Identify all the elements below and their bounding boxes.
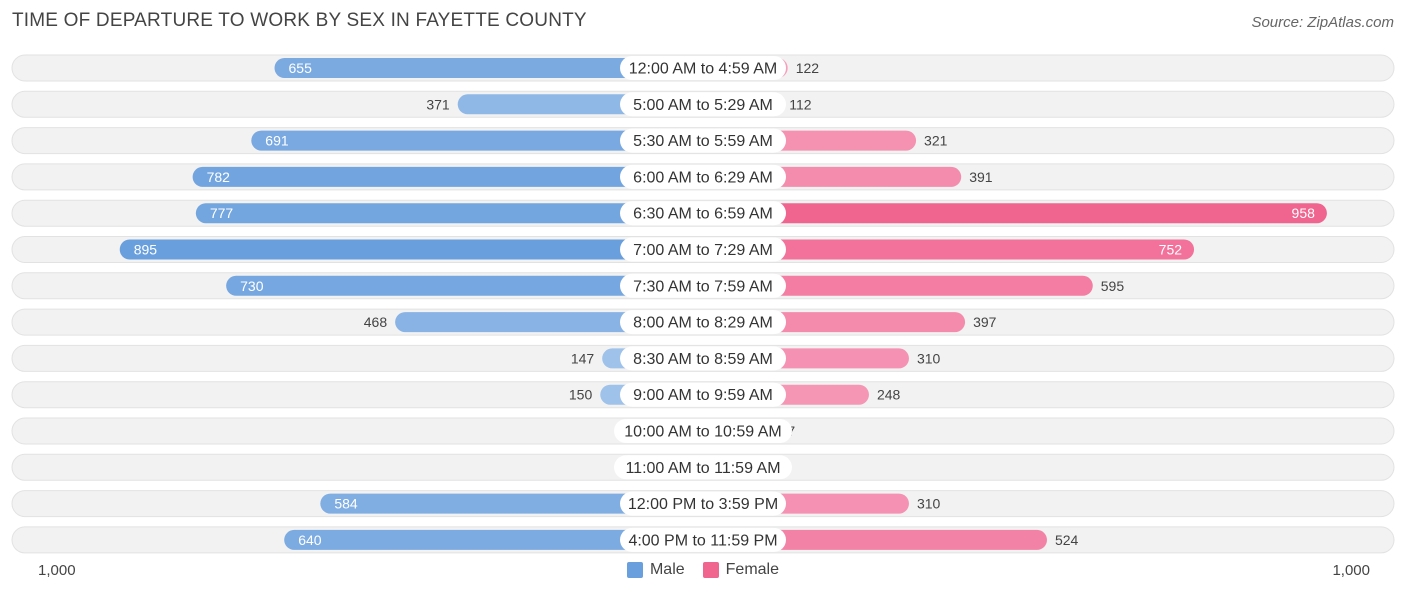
category-label: 11:00 AM to 11:59 AM [625,460,780,477]
category-pill [620,273,786,298]
category-label: 8:00 AM to 8:29 AM [633,315,773,332]
legend-item-male[interactable]: Male [626,561,685,579]
male-value-label: 584 [334,496,358,512]
male-value-label: 640 [298,532,322,548]
female-value-label: 122 [796,60,820,76]
legend-male-label: Male [649,561,685,578]
category-pill [620,346,786,371]
male-value-label: 895 [134,242,158,258]
category-label: 6:30 AM to 6:59 AM [633,206,773,223]
category-label: 4:00 PM to 11:59 PM [628,532,777,549]
male-bar [226,275,703,296]
chart-svg: 655 122 12:00 AM to 4:59 AM 371 112 5:00 AM t… [11,54,1395,554]
male-value-label: 730 [240,278,264,294]
category-label: 12:00 PM to 3:59 PM [628,496,778,513]
category-label: 12:00 AM to 4:59 AM [629,61,778,78]
category-label: 7:00 AM to 7:29 AM [633,242,773,259]
male-value-label: 150 [569,387,593,403]
category-label: 9:00 AM to 9:59 AM [633,387,773,404]
chart-title: TIME OF DEPARTURE TO WORK BY SEX IN FAYE… [12,10,587,31]
source-label: Source: ZipAtlas.com [1251,14,1394,31]
female-value-label: 321 [924,133,948,149]
female-value-label: 112 [789,96,812,112]
female-bar [703,529,1047,550]
category-pill [614,455,792,480]
male-value-label: 371 [426,96,450,112]
female-value-label: 958 [1292,205,1316,221]
category-label: 7:30 AM to 7:59 AM [633,278,773,295]
category-pill [620,382,786,407]
female-value-label: 524 [1055,532,1079,548]
male-value-label: 655 [289,60,313,76]
female-value-label: 310 [917,496,941,512]
category-label: 10:00 AM to 10:59 AM [624,424,781,441]
legend: Male Female [0,561,1406,579]
male-value-label: 777 [210,205,234,221]
male-swatch [626,562,643,578]
male-value-label: 691 [265,133,289,149]
male-value-label: 782 [207,169,231,185]
category-pill [620,237,786,262]
category-label: 8:30 AM to 8:59 AM [633,351,773,368]
male-bar [195,203,703,224]
female-bar [703,239,1195,260]
male-bar [119,239,704,260]
category-pill [620,128,786,153]
male-bar [284,529,703,550]
female-value-label: 310 [917,350,941,366]
male-value-label: 147 [571,350,595,366]
category-label: 5:00 AM to 5:29 AM [633,97,773,114]
female-value-label: 391 [969,169,993,185]
female-value-label: 752 [1159,242,1183,258]
axis-right-label: 1,000 [1332,562,1370,579]
female-value-label: 248 [877,387,901,403]
category-pill [620,92,786,117]
female-value-label: 397 [973,314,997,330]
male-bar [251,130,703,151]
male-bar [320,493,703,514]
category-pill [620,310,786,335]
category-pill [620,527,786,552]
category-label: 6:00 AM to 6:29 AM [633,169,773,186]
male-value-label: 468 [364,314,388,330]
male-bar [192,166,704,187]
male-bar [274,58,703,78]
axis-left-label: 1,000 [38,562,76,579]
category-pill [620,56,786,80]
category-pill [620,201,786,226]
category-pill [620,164,786,189]
female-value-label: 595 [1101,278,1125,294]
category-pill [614,419,792,443]
female-bar [703,275,1093,296]
female-swatch [702,562,719,578]
female-bar [703,203,1327,224]
category-label: 5:30 AM to 5:59 AM [633,133,773,150]
legend-item-female[interactable]: Female [702,561,780,579]
legend-female-label: Female [725,561,780,578]
category-pill [620,491,786,516]
